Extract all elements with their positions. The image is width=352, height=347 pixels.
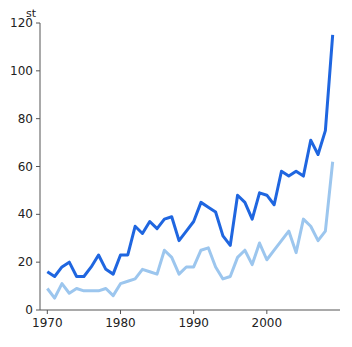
- y-tick: [36, 310, 40, 311]
- y-tick: [36, 23, 40, 24]
- y-tick-label: 0: [25, 303, 33, 317]
- y-tick-label: 120: [10, 16, 33, 30]
- y-tick: [36, 262, 40, 263]
- x-tick-label: 1980: [105, 316, 136, 330]
- series-line: [47, 35, 332, 277]
- y-tick-label: 20: [18, 255, 33, 269]
- x-tick: [266, 310, 267, 314]
- y-tick-label: 80: [18, 112, 33, 126]
- plot-area: [47, 35, 332, 298]
- series-line: [47, 162, 332, 298]
- x-axis-line: [40, 310, 340, 311]
- y-tick-label: 40: [18, 207, 33, 221]
- y-tick-label: 60: [18, 160, 33, 174]
- x-tick: [120, 310, 121, 314]
- y-tick: [36, 118, 40, 119]
- y-tick: [36, 70, 40, 71]
- y-tick: [36, 214, 40, 215]
- y-tick-label: 100: [10, 64, 33, 78]
- x-tick-label: 1970: [32, 316, 63, 330]
- chart: st0204060801001201970198019902000: [0, 0, 352, 347]
- x-tick-label: 2000: [252, 316, 283, 330]
- x-tick: [193, 310, 194, 314]
- y-tick: [36, 166, 40, 167]
- x-tick-label: 1990: [178, 316, 209, 330]
- x-tick: [47, 310, 48, 314]
